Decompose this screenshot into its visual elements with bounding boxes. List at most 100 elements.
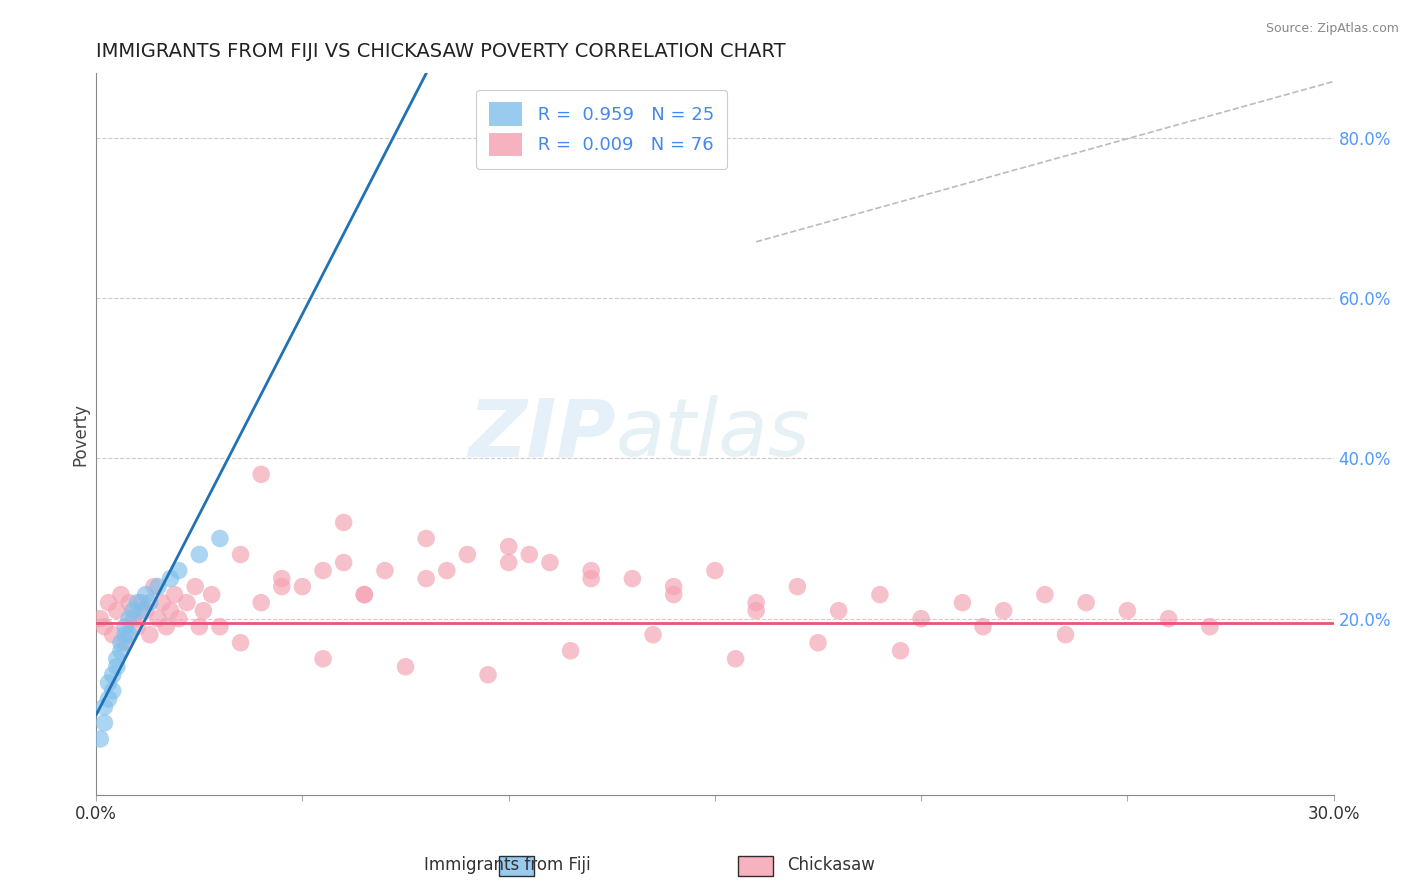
Point	[101, 628, 124, 642]
Point	[135, 588, 157, 602]
Point	[159, 604, 181, 618]
Point	[353, 588, 375, 602]
Point	[118, 628, 141, 642]
Point	[150, 596, 173, 610]
Text: ZIP: ZIP	[468, 395, 616, 474]
Point	[89, 731, 111, 746]
Point	[89, 612, 111, 626]
Point	[131, 604, 153, 618]
Point	[332, 516, 354, 530]
Point	[415, 532, 437, 546]
Point	[745, 596, 768, 610]
Point	[745, 604, 768, 618]
Point	[163, 588, 186, 602]
Point	[374, 564, 396, 578]
Point	[101, 667, 124, 681]
Text: Source: ZipAtlas.com: Source: ZipAtlas.com	[1265, 22, 1399, 36]
Point	[786, 580, 808, 594]
Point	[127, 596, 149, 610]
Point	[118, 612, 141, 626]
Point	[97, 596, 120, 610]
Point	[579, 572, 602, 586]
FancyBboxPatch shape	[738, 856, 773, 876]
Point	[827, 604, 849, 618]
Point	[250, 467, 273, 482]
Point	[332, 556, 354, 570]
Point	[135, 604, 157, 618]
Point	[498, 540, 520, 554]
Point	[176, 596, 198, 610]
Point	[415, 572, 437, 586]
Point	[621, 572, 644, 586]
Point	[291, 580, 314, 594]
Point	[118, 596, 141, 610]
Point	[188, 620, 211, 634]
Point	[142, 580, 165, 594]
Point	[201, 588, 224, 602]
Point	[155, 620, 177, 634]
Point	[662, 588, 685, 602]
Point	[97, 675, 120, 690]
Point	[312, 564, 335, 578]
Point	[146, 612, 169, 626]
Point	[972, 620, 994, 634]
Point	[910, 612, 932, 626]
Point	[807, 636, 830, 650]
Point	[110, 588, 132, 602]
Point	[93, 715, 115, 730]
Point	[184, 580, 207, 594]
Point	[477, 667, 499, 681]
Point	[139, 596, 162, 610]
Point	[1199, 620, 1222, 634]
Point	[114, 636, 136, 650]
Point	[250, 596, 273, 610]
Point	[436, 564, 458, 578]
Point	[662, 580, 685, 594]
Point	[110, 644, 132, 658]
Point	[188, 548, 211, 562]
Point	[889, 644, 911, 658]
Point	[456, 548, 478, 562]
Point	[208, 532, 231, 546]
Text: IMMIGRANTS FROM FIJI VS CHICKASAW POVERTY CORRELATION CHART: IMMIGRANTS FROM FIJI VS CHICKASAW POVERT…	[96, 42, 786, 61]
Point	[122, 604, 145, 618]
Point	[105, 660, 128, 674]
Point	[131, 596, 153, 610]
Point	[498, 556, 520, 570]
Point	[270, 572, 292, 586]
Point	[167, 564, 190, 578]
Point	[1116, 604, 1139, 618]
Point	[579, 564, 602, 578]
Point	[641, 628, 664, 642]
Point	[560, 644, 582, 658]
Point	[538, 556, 561, 570]
Point	[394, 660, 416, 674]
Point	[193, 604, 215, 618]
Legend:  R =  0.959   N = 25,  R =  0.009   N = 76: R = 0.959 N = 25, R = 0.009 N = 76	[477, 90, 727, 169]
Point	[208, 620, 231, 634]
Point	[993, 604, 1015, 618]
Point	[229, 636, 252, 650]
Point	[167, 612, 190, 626]
Point	[146, 580, 169, 594]
Point	[127, 620, 149, 634]
Point	[1157, 612, 1180, 626]
Point	[122, 612, 145, 626]
Point	[101, 683, 124, 698]
Point	[139, 628, 162, 642]
Point	[110, 636, 132, 650]
Point	[270, 580, 292, 594]
FancyBboxPatch shape	[499, 856, 534, 876]
Text: Chickasaw: Chickasaw	[787, 855, 876, 873]
Point	[105, 652, 128, 666]
Point	[114, 620, 136, 634]
Point	[1033, 588, 1056, 602]
Point	[517, 548, 540, 562]
Point	[1054, 628, 1077, 642]
Point	[353, 588, 375, 602]
Y-axis label: Poverty: Poverty	[72, 403, 89, 466]
Point	[93, 699, 115, 714]
Point	[93, 620, 115, 634]
Point	[724, 652, 747, 666]
Point	[229, 548, 252, 562]
